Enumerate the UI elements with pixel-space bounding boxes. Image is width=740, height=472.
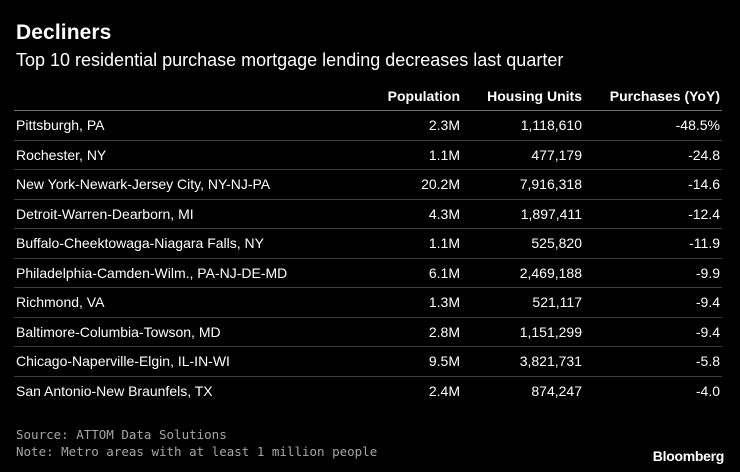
table-row: Buffalo-Cheektowaga-Niagara Falls, NY 1.1… bbox=[14, 228, 722, 259]
purchases-yoy-cell: -9.9 bbox=[584, 258, 722, 288]
purchases-yoy-cell: -24.8 bbox=[584, 140, 722, 170]
metro-name-cell: Baltimore-Columbia-Towson, MD bbox=[14, 317, 354, 347]
purchases-yoy-cell: -4.0 bbox=[695, 382, 720, 399]
table-row: Pittsburgh, PA 2.3M 1,118,610 -48.5% bbox=[14, 110, 722, 141]
housing-units-cell: 874,247 bbox=[531, 382, 582, 399]
table-row: Baltimore-Columbia-Towson, MD 2.8M 1,151,2… bbox=[14, 317, 722, 347]
population-cell: 20.2M bbox=[354, 169, 462, 200]
table-body: Pittsburgh, PA 2.3M 1,118,610 -48.5% Rochest… bbox=[14, 110, 722, 406]
purchases-yoy-cell: -9.4 bbox=[584, 287, 722, 318]
column-header-purchases-yoy: Purchases (YoY) bbox=[584, 82, 722, 111]
metro-name-cell: San Antonio-New Braunfels, TX bbox=[16, 382, 213, 399]
table-row: Detroit-Warren-Dearborn, MI 4.3M 1,897,411… bbox=[14, 199, 722, 229]
housing-units-cell: 2,469,188 bbox=[462, 258, 584, 288]
housing-units-cell: 1,897,411 bbox=[462, 199, 584, 229]
metro-name-cell: Richmond, VA bbox=[14, 287, 354, 318]
header-row: Population Housing Units Purchases (YoY) bbox=[14, 82, 722, 111]
metro-name-cell: New York-Newark-Jersey City, NY-NJ-PA bbox=[14, 169, 354, 200]
metro-name-cell: Philadelphia-Camden-Wilm., PA-NJ-DE-MD bbox=[14, 258, 354, 288]
housing-units-cell: 3,821,731 bbox=[462, 346, 584, 377]
population-cell: 1.1M bbox=[354, 228, 462, 259]
bloomberg-logo: Bloomberg bbox=[652, 448, 725, 464]
purchases-yoy-cell: -48.5% bbox=[584, 110, 722, 141]
housing-units-cell: 525,820 bbox=[462, 228, 584, 259]
population-cell: 4.3M bbox=[354, 199, 462, 229]
population-cell: 1.3M bbox=[354, 287, 462, 318]
housing-units-cell: 477,179 bbox=[462, 140, 584, 170]
table-row: Chicago-Naperville-Elgin, IL-IN-WI 9.5M 3,… bbox=[14, 346, 722, 377]
population-cell: 1.1M bbox=[354, 140, 462, 170]
housing-units-cell: 1,118,610 bbox=[462, 110, 584, 141]
metro-name-cell: Buffalo-Cheektowaga-Niagara Falls, NY bbox=[14, 228, 354, 259]
metro-name-cell: Rochester, NY bbox=[14, 140, 354, 170]
metro-name-cell: Pittsburgh, PA bbox=[14, 110, 354, 141]
table-row: New York-Newark-Jersey City, NY-NJ-PA 20.… bbox=[14, 169, 722, 200]
population-cell: 2.4M bbox=[428, 382, 460, 399]
source-note: Source: ATTOM Data Solutions bbox=[16, 427, 227, 442]
table-row: Rochester, NY 1.1M 477,179 -24.8 bbox=[14, 140, 722, 170]
chart-footnotes: Source: ATTOM Data Solutions Note: Metro… bbox=[16, 426, 377, 460]
table-row: San Antonio-New Braunfels, TX 2.4M 874,247… bbox=[14, 376, 722, 405]
population-cell: 2.3M bbox=[354, 110, 462, 141]
purchases-yoy-cell: -14.6 bbox=[584, 169, 722, 200]
population-cell: 2.8M bbox=[354, 317, 462, 347]
metro-name-cell: Detroit-Warren-Dearborn, MI bbox=[14, 199, 354, 229]
table-header: Population Housing Units Purchases (YoY) bbox=[14, 82, 722, 111]
chart-subtitle: Top 10 residential purchase mortgage len… bbox=[16, 50, 564, 70]
footnote: Note: Metro areas with at least 1 millio… bbox=[16, 444, 378, 459]
table-row: Philadelphia-Camden-Wilm., PA-NJ-DE-MD 6.… bbox=[14, 258, 722, 288]
purchases-yoy-cell: -11.9 bbox=[584, 228, 722, 259]
population-cell: 9.5M bbox=[354, 346, 462, 377]
table-row: Richmond, VA 1.3M 521,117 -9.4 bbox=[14, 287, 722, 318]
metro-name-cell: Chicago-Naperville-Elgin, IL-IN-WI bbox=[14, 346, 354, 377]
chart-title: Decliners bbox=[16, 21, 112, 44]
column-header-metro bbox=[14, 82, 354, 111]
purchases-yoy-cell: -9.4 bbox=[584, 317, 722, 347]
housing-units-cell: 7,916,318 bbox=[462, 169, 584, 200]
purchases-yoy-cell: -12.4 bbox=[584, 199, 722, 229]
housing-units-cell: 521,117 bbox=[462, 287, 584, 318]
purchases-yoy-cell: -5.8 bbox=[584, 346, 722, 377]
column-header-population: Population bbox=[354, 82, 462, 111]
housing-units-cell: 1,151,299 bbox=[462, 317, 584, 347]
decliners-table: Population Housing Units Purchases (YoY)… bbox=[14, 82, 722, 405]
population-cell: 6.1M bbox=[354, 258, 462, 288]
column-header-housing-units: Housing Units bbox=[462, 82, 584, 111]
